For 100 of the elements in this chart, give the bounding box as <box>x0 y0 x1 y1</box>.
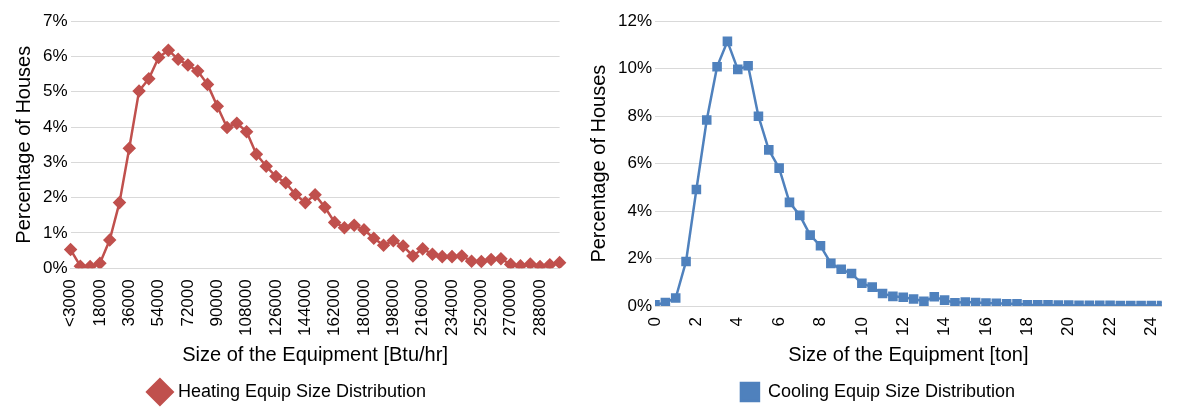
point <box>732 64 743 75</box>
point <box>93 257 107 269</box>
point <box>1012 298 1022 307</box>
point <box>211 100 224 113</box>
x-tick-label: <3000 <box>60 279 80 328</box>
point <box>162 43 175 57</box>
x-tick-label: 0 <box>644 317 664 327</box>
point <box>259 160 273 173</box>
point <box>898 292 909 303</box>
x-tick-label: 252000 <box>471 279 491 337</box>
point <box>269 170 283 183</box>
point <box>289 188 302 201</box>
point <box>113 196 126 209</box>
x-axis-title: Size of the Equipment [ton] <box>788 342 1029 365</box>
point <box>123 142 136 155</box>
point <box>387 234 400 247</box>
point <box>691 184 702 195</box>
point <box>445 250 459 263</box>
point <box>435 250 449 263</box>
x-tick-label: 108000 <box>236 279 256 337</box>
point <box>279 176 292 190</box>
x-tick-label: 162000 <box>324 279 344 337</box>
point <box>888 291 898 302</box>
point <box>230 116 244 130</box>
x-tick-label: 36000 <box>118 279 138 327</box>
point <box>220 121 234 134</box>
x-tick-label: 126000 <box>265 279 285 337</box>
x-tick-label: 18000 <box>89 279 109 327</box>
point <box>712 62 722 72</box>
point <box>514 259 527 269</box>
point <box>950 297 960 307</box>
point <box>318 200 332 214</box>
y-axis-title: Percentage of Houses <box>586 64 609 263</box>
point <box>181 58 195 72</box>
point <box>250 148 263 161</box>
y-tick-label: 6% <box>42 46 68 66</box>
point <box>484 253 498 266</box>
y-tick-label: 2% <box>42 187 68 207</box>
point <box>504 258 517 269</box>
point <box>103 233 116 247</box>
point <box>681 256 691 267</box>
y-tick-label: 10% <box>617 58 653 78</box>
point <box>753 111 764 121</box>
point <box>764 145 774 155</box>
point <box>328 216 341 229</box>
point <box>774 163 784 173</box>
point <box>919 296 929 307</box>
x-tick-label: 12 <box>892 317 912 337</box>
point <box>1001 298 1012 307</box>
y-tick-label: 8% <box>627 105 653 125</box>
x-tick-label: 288000 <box>529 279 549 337</box>
y-tick-label: 4% <box>627 200 653 220</box>
point <box>660 297 671 307</box>
x-axis-title: Size of the Equipment [Btu/hr] <box>182 342 448 365</box>
point <box>970 297 981 307</box>
x-tick-label: 22 <box>1099 317 1119 337</box>
point <box>524 257 537 269</box>
x-tick-label: 180000 <box>353 279 373 337</box>
point <box>171 53 185 66</box>
point <box>722 36 733 47</box>
x-tick-label: 234000 <box>441 279 461 337</box>
point <box>416 242 429 256</box>
point <box>377 239 390 252</box>
y-tick-label: 0% <box>42 257 68 277</box>
point <box>74 259 87 269</box>
point <box>201 78 214 91</box>
point <box>908 294 919 304</box>
point <box>299 196 312 209</box>
point <box>877 288 888 299</box>
point <box>494 252 508 265</box>
x-tick-label: 198000 <box>383 279 403 337</box>
x-tick-label: 16 <box>975 317 995 337</box>
point <box>543 258 557 269</box>
point <box>867 282 877 292</box>
point <box>701 115 712 125</box>
point <box>960 297 971 307</box>
x-tick-label: 6 <box>768 317 788 327</box>
point <box>191 64 204 78</box>
point <box>465 254 478 268</box>
y-tick-label: 3% <box>42 152 68 172</box>
point <box>240 125 253 138</box>
point <box>846 268 857 279</box>
point <box>981 298 991 307</box>
point <box>991 298 1002 307</box>
y-tick-label: 5% <box>42 81 68 101</box>
x-tick-label: 2 <box>686 317 706 327</box>
point <box>64 243 77 256</box>
point <box>455 249 469 263</box>
point <box>396 239 410 253</box>
y-tick-label: 7% <box>42 10 68 30</box>
point <box>670 293 681 303</box>
x-tick-label: 144000 <box>294 279 314 337</box>
point <box>857 278 867 289</box>
point <box>929 292 940 302</box>
x-tick-label: 8 <box>810 317 830 327</box>
x-tick-label: 270000 <box>500 279 520 337</box>
point <box>142 72 156 85</box>
point <box>553 256 566 269</box>
point <box>784 197 795 208</box>
x-tick-label: 90000 <box>206 279 226 327</box>
